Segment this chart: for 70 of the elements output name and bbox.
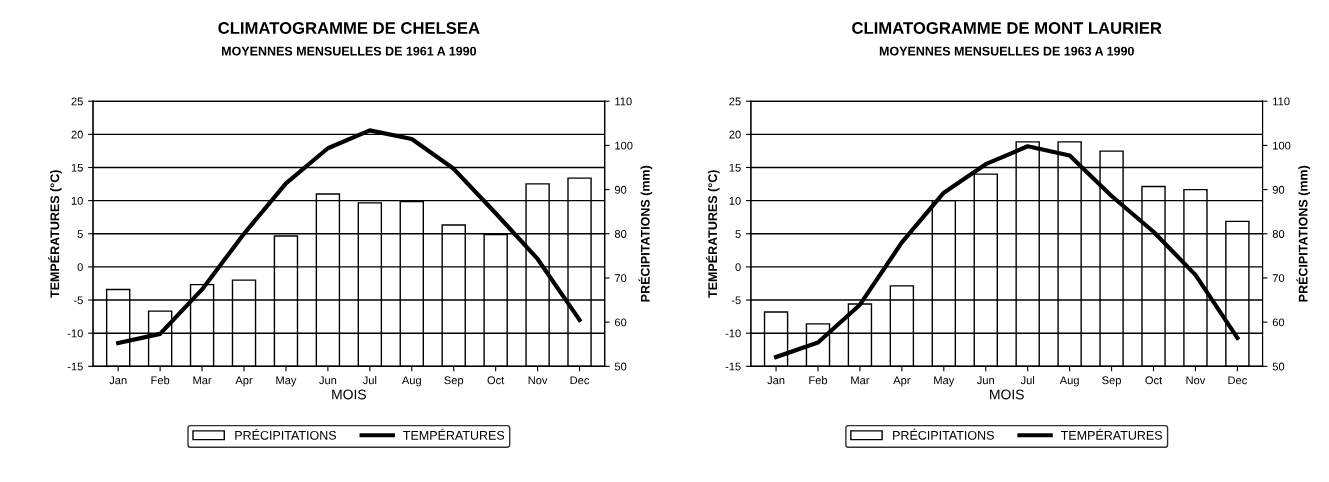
y-tick-label: 25	[71, 97, 83, 106]
y2-tick-label: 50	[1272, 362, 1285, 371]
y2-tick-label: 90	[614, 185, 627, 194]
x-tick-label: Aug	[1059, 376, 1079, 387]
x-tick-label: Aug	[401, 376, 421, 387]
chart-subtitle: MOYENNES MENSUELLES DE 1961 A 1990	[222, 46, 477, 56]
x-tick-label: Jan	[109, 376, 127, 385]
x-tick-label: May	[934, 376, 955, 387]
x-tick-label: Mar	[193, 376, 212, 385]
chart-title: CLIMATOGRAMME DE MONT LAURIER	[852, 22, 1162, 34]
legend-label: TEMPÉRATURES	[403, 428, 505, 440]
y-tick-label: 0	[735, 263, 741, 272]
y2-tick-label: 80	[614, 230, 627, 238]
y-tick-label: -10	[725, 329, 741, 338]
y-tick-label: 20	[729, 130, 741, 139]
y2-tick-label: 60	[1272, 318, 1285, 327]
y-tick-label: -5	[73, 296, 83, 305]
y2-tick-label: 60	[614, 318, 627, 327]
y-tick-label: 25	[729, 97, 741, 106]
y-tick-label: 10	[729, 196, 741, 205]
legend-label: PRÉCIPITATIONS	[893, 428, 994, 440]
y2-tick-label: 70	[614, 274, 627, 283]
x-tick-label: Feb	[151, 376, 170, 385]
x-tick-label: Mar	[851, 376, 870, 385]
y-tick-label: -15	[67, 362, 83, 371]
y2-tick-label: 100	[615, 141, 633, 150]
y2-tick-label: 110	[1273, 97, 1290, 106]
y2-axis-title: PRÉCIPITATIONS (mm)	[1296, 165, 1311, 302]
y2-tick-label: 50	[614, 362, 627, 371]
x-tick-label: Jun	[976, 376, 994, 385]
x-tick-label: Dec	[570, 376, 590, 385]
y-tick-label: 0	[77, 263, 83, 272]
y-tick-label: 15	[71, 163, 83, 172]
y2-tick-label: 70	[1272, 274, 1285, 283]
x-axis-title: MOIS	[990, 389, 1024, 400]
x-axis-title: MOIS	[332, 389, 366, 400]
x-tick-label: Sep	[444, 376, 464, 387]
y-tick-label: 5	[77, 230, 83, 238]
y2-tick-label: 100	[1273, 141, 1291, 150]
x-tick-label: Jun	[319, 376, 337, 385]
x-tick-label: Oct	[487, 376, 505, 385]
y2-tick-label: 90	[1272, 185, 1285, 194]
x-tick-label: May	[276, 376, 297, 387]
y-tick-label: -5	[731, 296, 741, 305]
y-tick-label: 15	[729, 163, 741, 172]
x-tick-label: Feb	[809, 376, 828, 385]
y2-axis-title: PRÉCIPITATIONS (mm)	[638, 165, 653, 302]
x-tick-label: Jan	[767, 376, 785, 385]
x-tick-label: Apr	[235, 376, 253, 387]
y-tick-label: -10	[67, 329, 83, 338]
x-tick-label: Dec	[1228, 376, 1247, 385]
x-tick-label: Sep	[1102, 376, 1121, 387]
x-tick-label: Jul	[1020, 376, 1035, 385]
y-axis-title: TEMPÉRATURES (°C)	[705, 170, 720, 298]
x-tick-label: Oct	[1145, 376, 1163, 385]
y-tick-label: 20	[71, 130, 83, 139]
x-tick-label: Nov	[1186, 376, 1206, 385]
legend-label: TEMPÉRATURES	[1060, 428, 1162, 440]
legend-label: PRÉCIPITATIONS	[235, 428, 337, 440]
x-tick-label: Nov	[528, 376, 548, 385]
x-tick-label: Apr	[893, 376, 911, 387]
x-tick-label: Jul	[362, 376, 377, 385]
y-tick-label: 10	[71, 196, 83, 205]
y-tick-label: -15	[725, 362, 741, 371]
y2-tick-label: 80	[1272, 230, 1285, 238]
y2-tick-label: 110	[615, 97, 632, 106]
chart-subtitle: MOYENNES MENSUELLES DE 1963 A 1990	[879, 46, 1134, 56]
y-axis-title: TEMPÉRATURES (°C)	[48, 170, 62, 298]
chart-title: CLIMATOGRAMME DE CHELSEA	[218, 22, 480, 34]
y-tick-label: 5	[735, 230, 741, 238]
